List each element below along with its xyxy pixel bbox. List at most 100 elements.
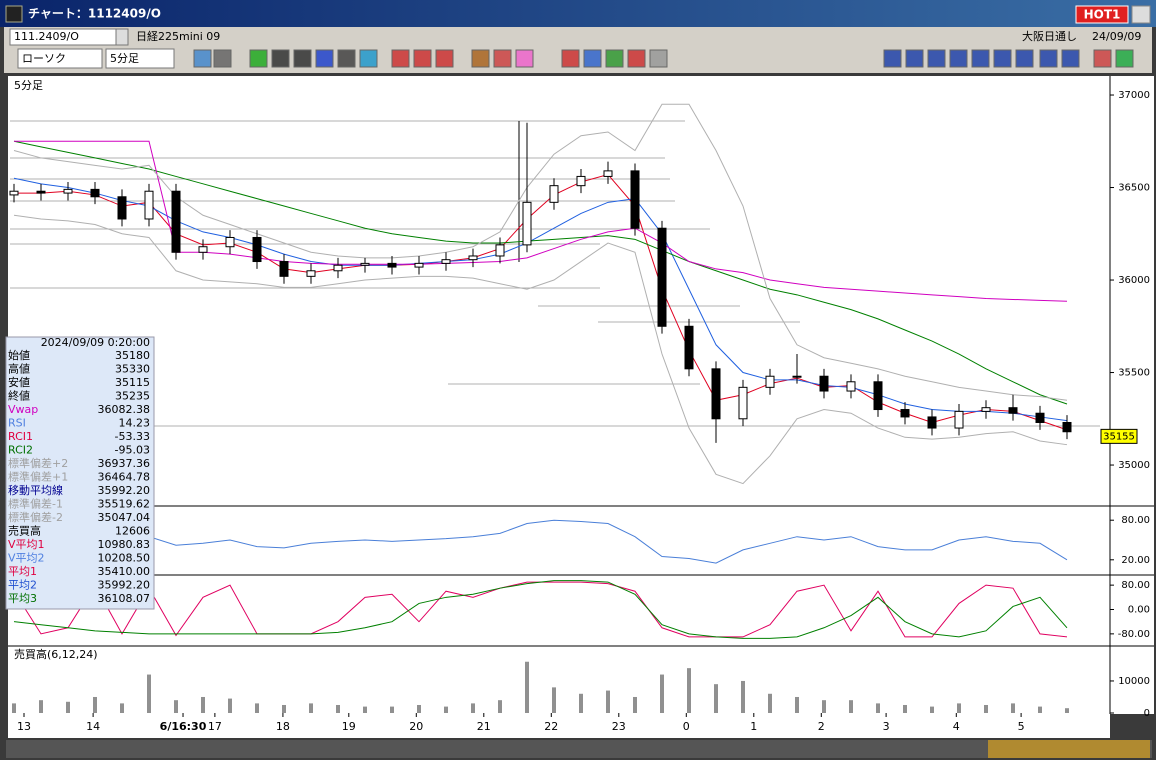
toolbar-button[interactable] — [315, 49, 334, 68]
toolbar-button[interactable] — [905, 49, 924, 68]
volume-bar — [714, 684, 718, 713]
symbol[interactable]: 111.2409/O — [14, 30, 79, 43]
volume-bar — [984, 704, 988, 713]
toolbar-button[interactable] — [1115, 49, 1134, 68]
toolbar-button[interactable] — [1093, 49, 1112, 68]
volume-bar — [876, 703, 880, 713]
chart-kind[interactable]: ローソク — [22, 52, 66, 65]
hot-label[interactable]: HOT1 — [1084, 8, 1121, 22]
toolbar-button[interactable] — [391, 49, 410, 68]
candle-body — [90, 188, 100, 198]
volume-bar — [336, 704, 340, 713]
title-bar — [0, 0, 1156, 27]
volume-bar — [390, 706, 394, 713]
candle-body — [954, 410, 964, 429]
info-label: RCI2 — [8, 444, 33, 457]
info-label: 標準偏差+1 — [8, 470, 68, 484]
info-value: -53.33 — [115, 430, 150, 443]
candle-body — [981, 407, 991, 412]
scroll-thumb[interactable] — [988, 740, 1150, 758]
candle-body — [900, 409, 910, 418]
toolbar-button[interactable] — [605, 49, 624, 68]
info-value: 35115 — [115, 376, 150, 389]
candle-body — [252, 236, 262, 263]
candle-body — [1062, 421, 1072, 433]
info-label: V平均1 — [8, 538, 45, 551]
volume-bar — [66, 701, 70, 713]
toolbar-button[interactable] — [649, 49, 668, 68]
toolbar-button[interactable] — [471, 49, 490, 68]
info-value: 10980.83 — [98, 538, 151, 551]
toolbar-button[interactable] — [515, 49, 534, 68]
toolbar-button[interactable] — [1061, 49, 1080, 68]
toolbar-button[interactable] — [435, 49, 454, 68]
candle-body — [360, 262, 370, 266]
candle-body — [549, 185, 559, 203]
hot-button[interactable] — [1075, 5, 1129, 24]
info-value: 35235 — [115, 390, 150, 403]
window-button[interactable] — [1131, 5, 1151, 24]
toolbar-button[interactable] — [627, 49, 646, 68]
toolbar-button[interactable] — [583, 49, 602, 68]
toolbar-button[interactable] — [249, 49, 268, 68]
y-tick-label: 0 — [1144, 708, 1150, 719]
volume-bar — [822, 700, 826, 713]
toolbar-button[interactable] — [927, 49, 946, 68]
toolbar-button[interactable] — [359, 49, 378, 68]
toolbar-button[interactable] — [293, 49, 312, 68]
volume-bar — [471, 703, 475, 713]
candle-body — [198, 246, 208, 253]
candle-body — [117, 196, 127, 220]
candle-body — [522, 201, 532, 246]
candle-body — [144, 190, 154, 220]
candle-body — [846, 381, 856, 392]
candle-body — [792, 375, 802, 378]
info-value: 36082.38 — [98, 403, 151, 416]
indicator-line — [13, 103, 1068, 401]
x-tick-label: 18 — [276, 720, 290, 733]
info-timestamp: 2024/09/09 0:20:00 — [41, 336, 150, 349]
plot-area — [8, 76, 1110, 714]
indicator-line — [13, 140, 1068, 405]
scrollbar[interactable] — [6, 740, 1152, 758]
info-label: V平均2 — [8, 552, 45, 565]
candle-body — [63, 188, 73, 194]
volume-bar — [957, 703, 961, 713]
info-value: 14.23 — [119, 417, 151, 430]
toolbar-button[interactable] — [883, 49, 902, 68]
info-label: 終値 — [8, 389, 30, 403]
y-tick-label: 35500 — [1118, 368, 1150, 379]
toolbar-button[interactable] — [561, 49, 580, 68]
toolbar-button[interactable] — [413, 49, 432, 68]
interval[interactable]: 5分足 — [110, 52, 139, 65]
y-tick-label: 37000 — [1118, 90, 1150, 101]
toolbar-button[interactable] — [213, 49, 232, 68]
toolbar-button[interactable] — [949, 49, 968, 68]
dropdown[interactable] — [115, 28, 129, 46]
toolbar-button[interactable] — [193, 49, 212, 68]
volume-bar — [417, 704, 421, 713]
pane-title: 売買高(6,12,24) — [14, 647, 98, 661]
toolbar-button[interactable] — [493, 49, 512, 68]
x-tick-label: 4 — [953, 720, 960, 733]
toolbar-button[interactable] — [993, 49, 1012, 68]
time-axis — [8, 714, 1110, 738]
volume-bar — [1011, 703, 1015, 713]
info-label: 平均3 — [8, 592, 37, 605]
info-value: 35992.20 — [98, 484, 151, 497]
x-tick-label: 5 — [1018, 720, 1025, 733]
y-tick-label: 80.00 — [1121, 515, 1150, 526]
info-value: 35180 — [115, 349, 150, 362]
date: 24/09/09 — [1092, 30, 1141, 43]
toolbar-button[interactable] — [271, 49, 290, 68]
toolbar-button[interactable] — [337, 49, 356, 68]
volume-bar — [741, 680, 745, 713]
chart-kind-box[interactable] — [17, 48, 103, 69]
toolbar-button[interactable] — [1039, 49, 1058, 68]
interval-box[interactable] — [105, 48, 175, 69]
volume-bar — [660, 674, 664, 713]
toolbar-button[interactable] — [971, 49, 990, 68]
info-label: 売買高 — [8, 524, 41, 538]
toolbar-button[interactable] — [1015, 49, 1034, 68]
info-label: RCI1 — [8, 430, 33, 443]
